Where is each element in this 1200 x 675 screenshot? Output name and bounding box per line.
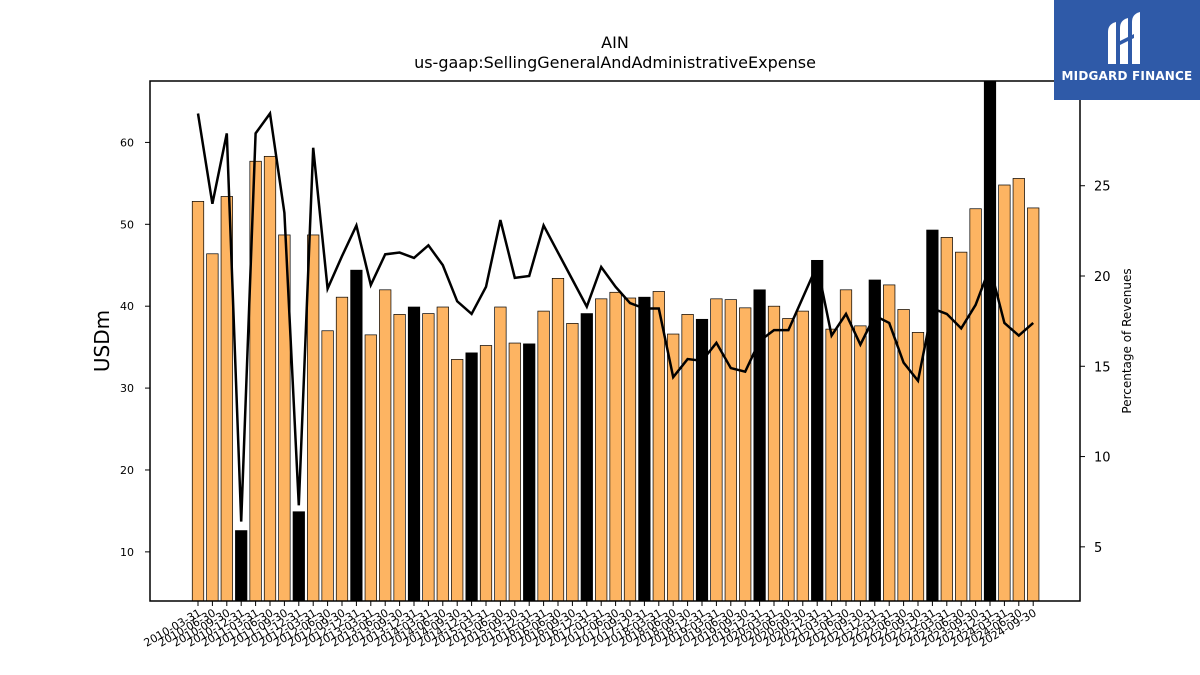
bar — [854, 325, 867, 602]
y-tick-label: 30 — [120, 382, 134, 395]
bar — [983, 80, 997, 602]
bar — [191, 201, 205, 602]
bar — [436, 306, 449, 602]
y-tick-label: 10 — [120, 546, 134, 559]
bar — [263, 155, 277, 602]
midgard-logo-icon — [1108, 12, 1140, 64]
y-tick-label: 50 — [120, 218, 134, 231]
bar — [811, 259, 824, 602]
bar — [1012, 178, 1025, 602]
bar — [638, 296, 651, 602]
bar — [335, 296, 349, 602]
bar — [911, 332, 925, 602]
bar — [767, 305, 781, 602]
bar — [969, 208, 982, 602]
y-tick-label: 60 — [120, 136, 134, 149]
bar — [839, 289, 853, 602]
bar — [681, 314, 694, 602]
bar — [551, 278, 565, 602]
bar — [652, 291, 665, 602]
bar — [739, 307, 752, 602]
bar — [609, 291, 622, 602]
x-axis: 2010-03-312010-06-302010-09-302010-12-31… — [142, 601, 1039, 650]
bar — [451, 359, 464, 602]
y-axis-label: USDm — [90, 310, 114, 372]
brand-logo: MIDGARD FINANCE — [1054, 0, 1200, 100]
bar — [580, 313, 593, 602]
bar — [940, 237, 953, 602]
y2-tick-label: 25 — [1094, 180, 1111, 195]
bar — [782, 318, 795, 602]
bar — [206, 253, 219, 602]
bar — [623, 297, 637, 602]
y2-axis-label: Percentage of Revenues — [1120, 268, 1134, 413]
y-tick-label: 40 — [120, 300, 134, 313]
bar — [825, 328, 838, 602]
bar — [998, 184, 1011, 602]
y2-tick-label: 10 — [1094, 451, 1111, 466]
bar — [292, 511, 305, 602]
bar — [494, 306, 507, 602]
brand-name: MIDGARD FINANCE — [1061, 69, 1193, 83]
bar — [321, 330, 334, 602]
bar — [422, 313, 435, 602]
bar — [523, 343, 536, 602]
bar — [407, 306, 421, 602]
bar — [379, 289, 392, 602]
y2-tick-label: 5 — [1094, 541, 1102, 556]
bar — [307, 234, 320, 602]
percentage-line — [196, 110, 1035, 522]
y-axis-right: 5 10 15 20 25 — [1080, 180, 1111, 556]
bar — [364, 334, 377, 602]
bar — [1027, 207, 1040, 602]
bar — [350, 269, 363, 602]
bar — [724, 299, 737, 602]
bar — [566, 323, 579, 602]
bar — [465, 352, 478, 602]
bar-series — [191, 80, 1040, 602]
y2-tick-label: 20 — [1094, 270, 1111, 285]
chart-subtitle: us-gaap:SellingGeneralAndAdministrativeE… — [414, 53, 816, 72]
y-axis-left: 10 20 30 40 50 60 — [120, 136, 150, 559]
bar — [235, 530, 248, 602]
bar — [868, 279, 881, 602]
plot-frame — [149, 80, 1081, 602]
bar — [595, 298, 608, 602]
y-tick-label: 20 — [120, 464, 134, 477]
chart-title: AIN — [601, 33, 629, 52]
bar — [479, 345, 493, 602]
bar — [926, 229, 939, 602]
bar — [955, 251, 968, 602]
bar — [796, 310, 809, 602]
bar — [393, 314, 406, 602]
y2-tick-label: 15 — [1094, 360, 1111, 375]
bar — [508, 342, 521, 602]
bar — [537, 310, 550, 602]
